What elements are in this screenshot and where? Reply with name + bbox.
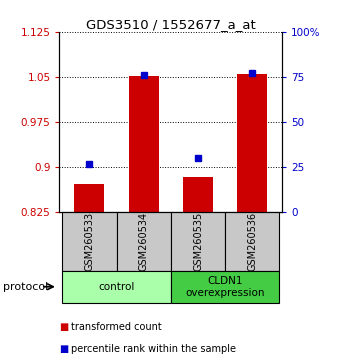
Text: GSM260533: GSM260533 (84, 212, 95, 271)
Bar (62, 271, 171, 303)
Text: CLDN1
overexpression: CLDN1 overexpression (185, 276, 265, 298)
Bar (225, 212, 279, 271)
Text: transformed count: transformed count (71, 322, 162, 332)
Text: protocol: protocol (3, 282, 49, 292)
Text: control: control (98, 282, 135, 292)
Bar (237, 74, 267, 212)
Bar (74, 184, 104, 212)
Bar (117, 212, 171, 271)
Text: ■: ■ (59, 322, 69, 332)
Bar (171, 212, 225, 271)
Bar (62, 212, 117, 271)
Bar (171, 271, 279, 303)
Bar (183, 177, 213, 212)
Text: GSM260535: GSM260535 (193, 212, 203, 271)
Title: GDS3510 / 1552677_a_at: GDS3510 / 1552677_a_at (86, 18, 256, 31)
Text: ■: ■ (59, 344, 69, 354)
Bar (129, 76, 159, 212)
Text: GSM260536: GSM260536 (247, 212, 257, 271)
Text: GSM260534: GSM260534 (139, 212, 149, 271)
Text: percentile rank within the sample: percentile rank within the sample (71, 344, 236, 354)
